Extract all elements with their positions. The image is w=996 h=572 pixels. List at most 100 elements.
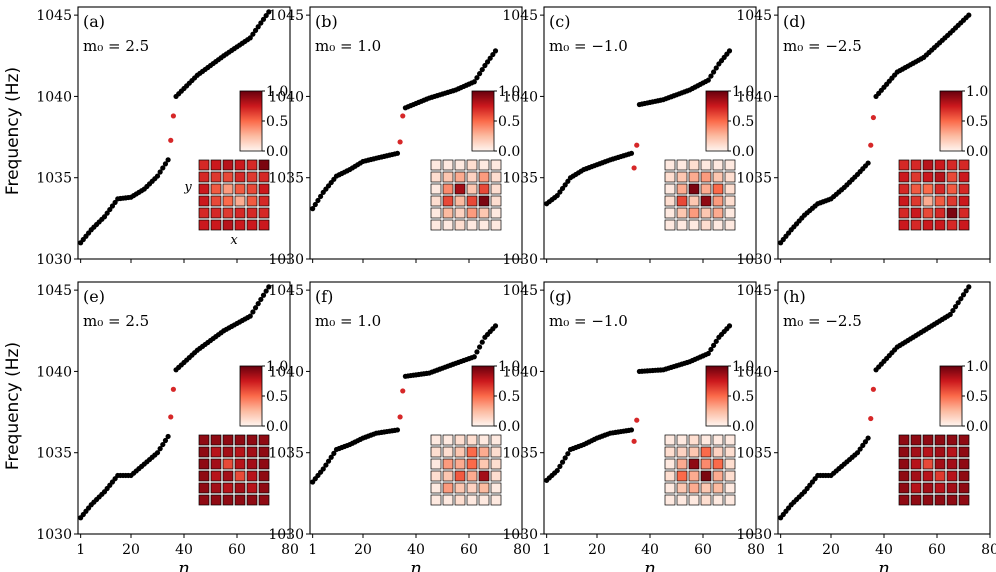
corner-mode-point — [397, 139, 403, 145]
bulk-mode-point — [160, 441, 166, 448]
heatmap-cell — [234, 207, 246, 219]
heatmap-cell — [688, 494, 700, 506]
bulk-mode-point — [112, 199, 118, 206]
bulk-mode-point — [104, 210, 110, 216]
heatmap-cell — [430, 183, 442, 195]
heatmap-cell — [198, 434, 210, 446]
panel-letter: (g) — [549, 287, 572, 306]
heatmap-cell — [898, 195, 910, 207]
y-tick-label: 1040 — [268, 364, 304, 380]
heatmap-cell — [454, 219, 466, 231]
heatmap-cell — [934, 183, 946, 195]
colorbar — [239, 365, 263, 427]
bulk-mode-point — [628, 150, 635, 156]
heatmap-cell — [478, 446, 490, 458]
heatmap-cell — [910, 446, 922, 458]
bulk-mode-point — [394, 427, 401, 433]
heatmap-cell — [676, 494, 688, 506]
heatmap-cell — [724, 219, 736, 231]
bulk-mode-point — [860, 442, 866, 448]
bulk-mode-point — [557, 189, 563, 195]
bulk-mode-point — [255, 301, 261, 307]
heatmap-cell — [210, 434, 222, 446]
heatmap-cell — [664, 159, 676, 171]
heatmap-cell — [676, 183, 688, 195]
panel-a: 1030 1035 1040 1045 (a) m₀ = 2.5 0.0 0.5 1.0 x y — [36, 6, 291, 268]
heatmap-cell — [910, 159, 922, 171]
bulk-mode-point — [554, 192, 560, 199]
bulk-mode-point — [331, 450, 337, 456]
heatmap-cell — [958, 219, 970, 231]
bulk-mode-point — [713, 65, 719, 71]
bulk-mode-point — [255, 24, 261, 30]
x-tick-label: 20 — [354, 542, 372, 558]
bulk-mode-point — [705, 77, 711, 83]
heatmap-cell — [910, 219, 922, 231]
heatmap-cell — [478, 458, 490, 470]
heatmap-cell — [234, 171, 246, 183]
heatmap-cell — [430, 207, 442, 219]
heatmap-cell — [466, 494, 478, 506]
heatmap-cell — [676, 207, 688, 219]
heatmap-cell — [234, 458, 246, 470]
heatmap-cell — [898, 446, 910, 458]
heatmap-cell — [198, 159, 210, 171]
panel-f: 1030 1035 1040 1045 1 20 40 60 80 n (f) m₀ = 1.0 0.0… — [268, 281, 531, 572]
heatmap-cell — [724, 159, 736, 171]
heatmap-cell — [934, 446, 946, 458]
heatmap-cell — [246, 195, 258, 207]
heatmap-cell — [490, 219, 502, 231]
heatmap-cell — [442, 434, 454, 446]
heatmap-cell — [222, 171, 234, 183]
heatmap-cell — [430, 219, 442, 231]
bulk-mode-point — [955, 300, 961, 306]
colorbar-tick-label: 0.5 — [498, 389, 520, 405]
heatmap-cell — [946, 458, 958, 470]
panel-letter: (c) — [549, 12, 570, 31]
heatmap-cell — [910, 482, 922, 494]
bulk-mode-point — [252, 27, 259, 34]
mass-parameter-label: m₀ = 2.5 — [83, 37, 149, 55]
corner-mode-point — [170, 386, 176, 392]
y-tick-label: 1035 — [268, 171, 304, 187]
bulk-mode-point — [708, 346, 714, 353]
x-tick-label: 40 — [407, 542, 425, 558]
heatmap-cell — [700, 207, 712, 219]
bulk-mode-point — [165, 433, 171, 440]
bulk-mode-point — [101, 214, 108, 220]
heatmap-cell — [676, 434, 688, 446]
panel-b: 1030 1035 1040 1045 (b) m₀ = 1.0 0.0 0.5 1.0 — [268, 6, 523, 268]
heatmap-cell — [934, 219, 946, 231]
heatmap-cell — [934, 458, 946, 470]
heatmap-cell — [712, 183, 724, 195]
heatmap-cell — [490, 183, 502, 195]
heatmap-cell — [234, 219, 246, 231]
bulk-mode-point — [160, 165, 166, 171]
heatmap-cell — [910, 434, 922, 446]
heatmap-cell — [688, 183, 700, 195]
heatmap-cell — [198, 458, 210, 470]
heatmap-cell — [664, 470, 676, 482]
heatmap-cell — [442, 494, 454, 506]
heatmap-cell — [442, 470, 454, 482]
bulk-mode-point — [854, 450, 861, 456]
heatmap-cell — [246, 159, 258, 171]
y-tick-label: 1030 — [36, 252, 72, 268]
x-tick-label: 60 — [228, 542, 246, 558]
heatmap-cell — [442, 207, 454, 219]
colorbar-tick-label: 0.5 — [966, 114, 988, 130]
y-tick-label: 1045 — [502, 283, 538, 299]
heatmap-cell — [478, 207, 490, 219]
heatmap-cell — [430, 458, 442, 470]
heatmap-cell — [712, 195, 724, 207]
bulk-mode-point — [726, 323, 733, 329]
x-tick-label: 60 — [694, 542, 712, 558]
colorbar — [471, 365, 495, 427]
bulk-mode-point — [487, 55, 493, 61]
heatmap-cell — [246, 446, 258, 458]
heatmap-cell — [724, 458, 736, 470]
heatmap-cell — [712, 458, 724, 470]
heatmap-cell — [676, 446, 688, 458]
bulk-mode-point — [258, 296, 264, 303]
heatmap-cell — [712, 446, 724, 458]
